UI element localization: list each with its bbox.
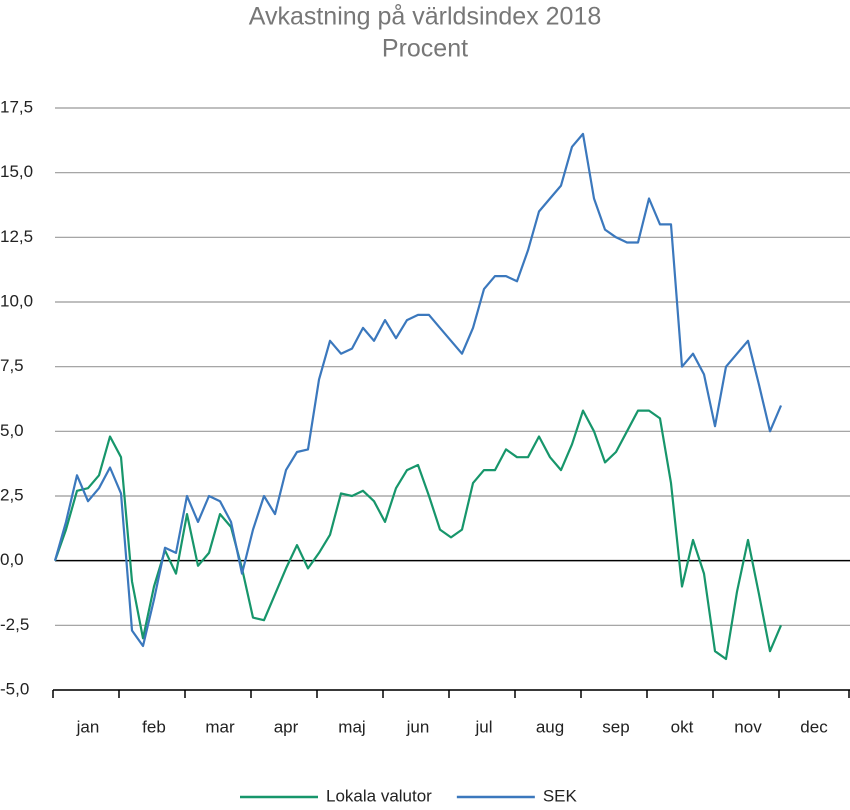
x-tick-label: maj [338, 717, 365, 736]
series-line [53, 409, 783, 661]
y-tick-label: 10,0 [0, 291, 33, 310]
x-tick-label: mar [205, 717, 235, 736]
x-tick-label: apr [274, 717, 299, 736]
chart-title: Avkastning på världsindex 2018 [249, 3, 602, 31]
x-tick-label: feb [142, 717, 166, 736]
y-tick-label: -2,5 [0, 615, 29, 634]
legend-label: Lokala valutor [326, 786, 432, 805]
y-tick-label: -5,0 [0, 679, 29, 698]
y-tick-label: 15,0 [0, 162, 33, 181]
legend-label: SEK [543, 786, 578, 805]
y-tick-label: 0,0 [0, 550, 24, 569]
y-tick-label: 2,5 [0, 485, 24, 504]
series-line [53, 132, 783, 648]
x-tick-label: nov [734, 717, 762, 736]
x-tick-label: sep [602, 717, 629, 736]
y-tick-label: 7,5 [0, 356, 24, 375]
y-tick-label: 17,5 [0, 97, 33, 116]
y-tick-label: 5,0 [0, 421, 24, 440]
y-tick-label: 12,5 [0, 227, 33, 246]
x-tick-label: aug [536, 717, 564, 736]
x-tick-label: okt [671, 717, 694, 736]
x-tick-label: jul [474, 717, 492, 736]
chart-subtitle: Procent [382, 35, 468, 63]
x-tick-label: dec [800, 717, 828, 736]
x-tick-label: jun [406, 717, 430, 736]
x-tick-label: jan [76, 717, 100, 736]
